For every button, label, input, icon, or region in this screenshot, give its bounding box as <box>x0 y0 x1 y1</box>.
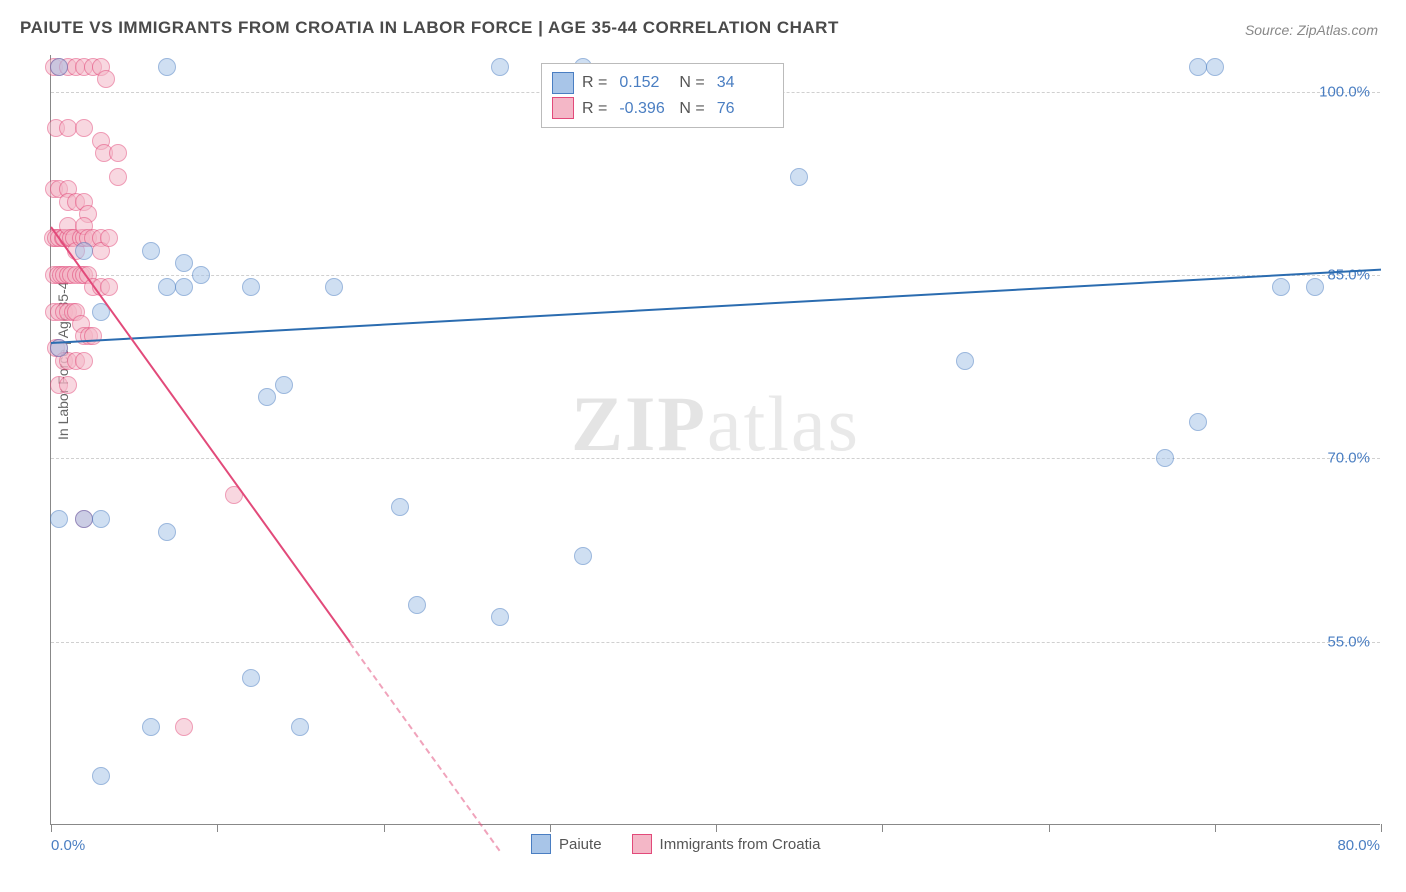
scatter-point <box>1306 278 1324 296</box>
scatter-point <box>1156 449 1174 467</box>
scatter-point <box>1189 58 1207 76</box>
scatter-point <box>574 547 592 565</box>
scatter-point <box>956 352 974 370</box>
scatter-point <box>109 144 127 162</box>
legend-swatch-croatia <box>552 97 574 119</box>
scatter-point <box>790 168 808 186</box>
scatter-point <box>325 278 343 296</box>
scatter-point <box>75 242 93 260</box>
x-tick <box>1049 824 1050 832</box>
x-tick <box>882 824 883 832</box>
regression-line <box>50 227 351 644</box>
scatter-point <box>59 119 77 137</box>
chart-title: PAIUTE VS IMMIGRANTS FROM CROATIA IN LAB… <box>20 18 839 38</box>
x-tick <box>217 824 218 832</box>
series-legend-paiute: Paiute <box>531 834 602 854</box>
series-legend: Paiute Immigrants from Croatia <box>531 834 820 854</box>
legend-n-label: N = <box>679 70 704 96</box>
legend-n-value-croatia: 76 <box>717 96 769 122</box>
y-tick-label: 100.0% <box>1319 83 1370 100</box>
legend-row-paiute: R = 0.152 N = 34 <box>552 70 769 96</box>
scatter-point <box>291 718 309 736</box>
scatter-point <box>100 278 118 296</box>
scatter-point <box>1272 278 1290 296</box>
scatter-point <box>142 718 160 736</box>
scatter-point <box>192 266 210 284</box>
legend-swatch-paiute <box>552 72 574 94</box>
gridline-h <box>51 275 1380 276</box>
legend-row-croatia: R = -0.396 N = 76 <box>552 96 769 122</box>
y-tick-label: 55.0% <box>1327 633 1370 650</box>
watermark-atlas: atlas <box>707 380 860 467</box>
scatter-point <box>1206 58 1224 76</box>
x-tick <box>550 824 551 832</box>
scatter-point <box>258 388 276 406</box>
x-axis-max-label: 80.0% <box>1337 837 1380 854</box>
series-legend-croatia: Immigrants from Croatia <box>632 834 821 854</box>
scatter-point <box>242 278 260 296</box>
source-attribution: Source: ZipAtlas.com <box>1245 22 1378 38</box>
scatter-point <box>408 596 426 614</box>
scatter-point <box>100 229 118 247</box>
scatter-point <box>1189 413 1207 431</box>
legend-n-value-paiute: 34 <box>717 70 769 96</box>
gridline-h <box>51 458 1380 459</box>
correlation-legend: R = 0.152 N = 34 R = -0.396 N = 76 <box>541 63 784 128</box>
gridline-h <box>51 642 1380 643</box>
series-swatch-paiute <box>531 834 551 854</box>
scatter-point <box>158 278 176 296</box>
x-tick <box>1381 824 1382 832</box>
plot-area: In Labor Force | Age 35-44 ZIPatlas 55.0… <box>50 55 1380 825</box>
scatter-point <box>75 119 93 137</box>
series-swatch-croatia <box>632 834 652 854</box>
scatter-point <box>97 70 115 88</box>
regression-line-extrapolated <box>349 642 500 851</box>
legend-n-label: N = <box>679 96 704 122</box>
scatter-point <box>158 58 176 76</box>
scatter-point <box>92 767 110 785</box>
scatter-point <box>391 498 409 516</box>
scatter-point <box>75 352 93 370</box>
scatter-point <box>242 669 260 687</box>
series-label-croatia: Immigrants from Croatia <box>660 836 821 853</box>
scatter-point <box>109 168 127 186</box>
scatter-point <box>92 510 110 528</box>
series-label-paiute: Paiute <box>559 836 602 853</box>
x-tick <box>1215 824 1216 832</box>
x-tick <box>716 824 717 832</box>
watermark-zip: ZIP <box>571 380 707 467</box>
y-tick-label: 70.0% <box>1327 450 1370 467</box>
scatter-point <box>175 278 193 296</box>
x-tick <box>384 824 385 832</box>
scatter-point <box>50 510 68 528</box>
legend-r-label: R = <box>582 70 607 96</box>
scatter-point <box>59 376 77 394</box>
scatter-point <box>158 523 176 541</box>
scatter-point <box>175 254 193 272</box>
scatter-point <box>275 376 293 394</box>
scatter-point <box>50 58 68 76</box>
legend-r-value-paiute: 0.152 <box>619 70 671 96</box>
legend-r-value-croatia: -0.396 <box>619 96 671 122</box>
x-axis-min-label: 0.0% <box>51 837 85 854</box>
x-tick <box>51 824 52 832</box>
scatter-point <box>491 58 509 76</box>
scatter-point <box>75 510 93 528</box>
scatter-point <box>175 718 193 736</box>
scatter-point <box>491 608 509 626</box>
watermark: ZIPatlas <box>571 379 860 469</box>
scatter-point <box>142 242 160 260</box>
legend-r-label: R = <box>582 96 607 122</box>
scatter-point <box>84 327 102 345</box>
